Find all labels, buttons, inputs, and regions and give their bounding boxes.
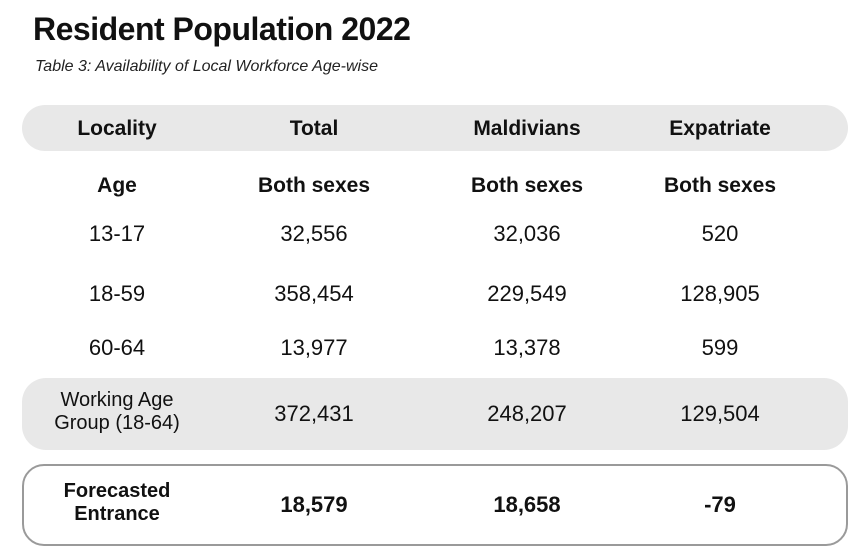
working-age-label-line2: Group (18-64)	[54, 412, 180, 434]
page-title: Resident Population 2022	[33, 11, 411, 47]
working-age-expatriate: 129,504	[680, 401, 760, 426]
header-total: Total	[289, 117, 339, 140]
forecast-label: Forecasted Entrance	[64, 480, 171, 526]
subheader-total-sexes: Both sexes	[257, 174, 371, 197]
subheader-expatriate-sexes: Both sexes	[663, 174, 777, 197]
working-age-maldivians: 248,207	[487, 401, 567, 426]
maldivians-cell: 32,036	[493, 221, 561, 246]
expatriate-cell: 520	[701, 221, 739, 246]
total-cell: 358,454	[274, 281, 354, 306]
age-cell: 13-17	[88, 221, 146, 246]
header-band	[22, 105, 848, 151]
forecast-expatriate: -79	[704, 492, 736, 517]
subheader-age: Age	[97, 174, 137, 197]
subheader-maldivians-sexes: Both sexes	[470, 174, 584, 197]
forecast-label-line2: Entrance	[74, 503, 160, 525]
header-locality: Locality	[77, 117, 157, 140]
header-expatriate: Expatriate	[669, 117, 771, 140]
working-age-label-line1: Working Age	[60, 389, 174, 411]
maldivians-cell: 229,549	[487, 281, 567, 306]
expatriate-cell: 599	[701, 335, 739, 360]
age-cell: 60-64	[88, 335, 146, 360]
working-age-band	[22, 378, 848, 450]
maldivians-cell: 13,378	[493, 335, 561, 360]
total-cell: 32,556	[280, 221, 348, 246]
forecast-box	[22, 464, 848, 546]
forecast-label-line1: Forecasted	[63, 480, 171, 502]
age-cell: 18-59	[88, 281, 146, 306]
working-age-total: 372,431	[274, 401, 354, 426]
forecast-total: 18,579	[280, 492, 348, 517]
header-maldivians: Maldivians	[473, 117, 581, 140]
working-age-label: Working Age Group (18-64)	[54, 389, 180, 435]
forecast-maldivians: 18,658	[493, 492, 561, 517]
total-cell: 13,977	[280, 335, 348, 360]
expatriate-cell: 128,905	[680, 281, 760, 306]
table-caption: Table 3: Availability of Local Workforce…	[35, 58, 378, 75]
